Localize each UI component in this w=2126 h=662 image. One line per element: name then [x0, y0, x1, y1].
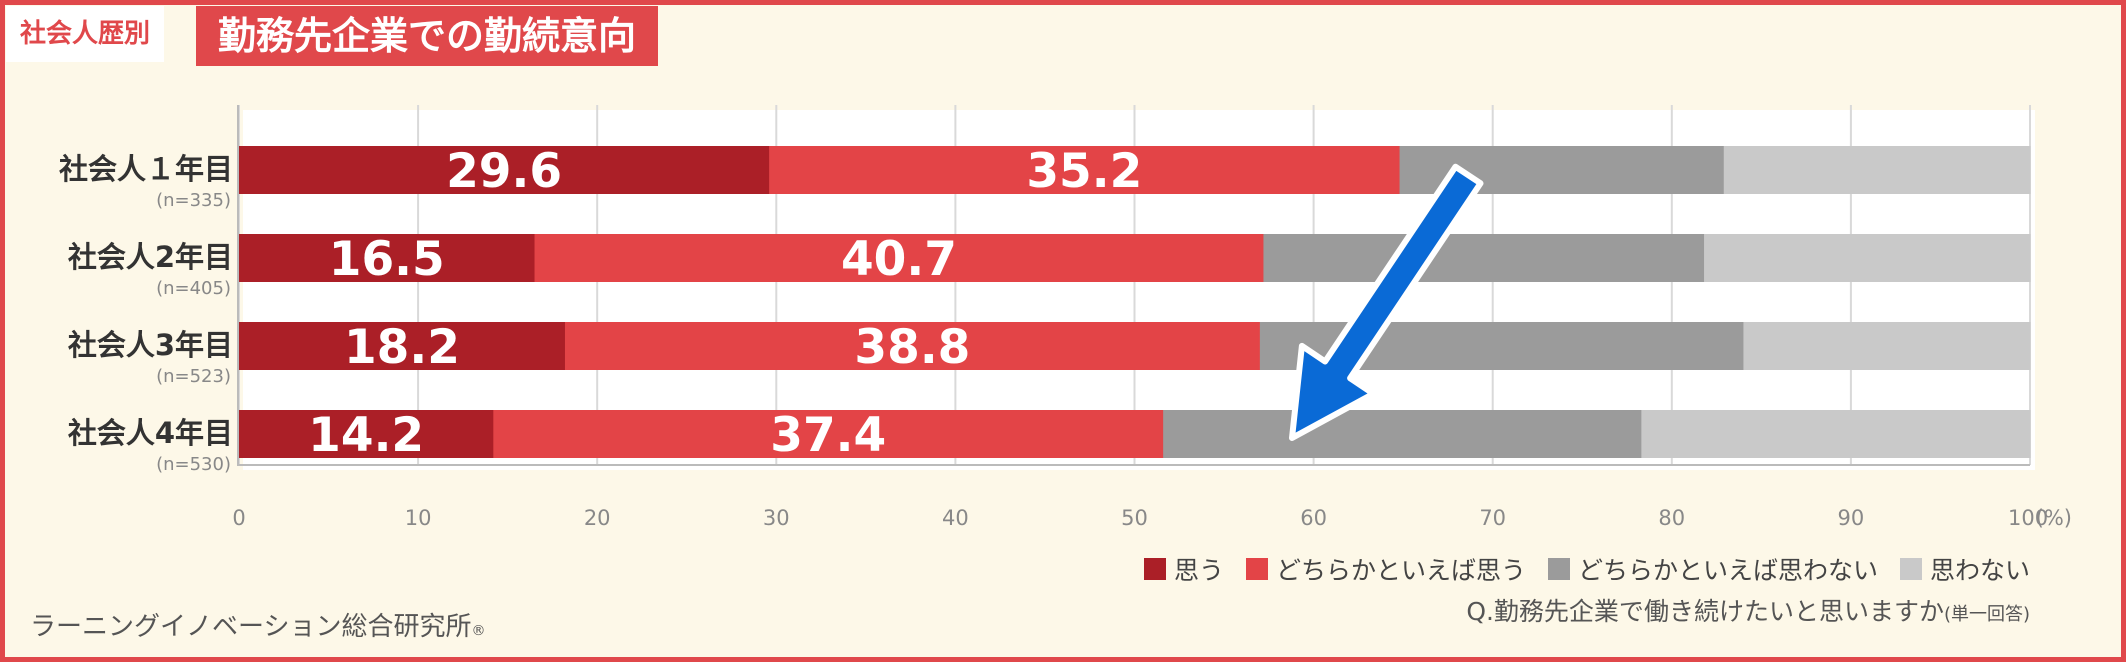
bar-segment-2-3 [1263, 234, 1705, 282]
sample-size-3: (n=523) [156, 366, 231, 387]
legend-swatch [1143, 558, 1166, 580]
bar-segment-2-2 [534, 234, 1264, 282]
bar-segment-1-2 [769, 146, 1401, 194]
data-label-3-2: 38.8 [854, 320, 970, 375]
survey-question: Q.勤務先企業で働き続けたいと思いますか(単一回答) [1466, 592, 2030, 628]
x-tick-label-40: 40 [942, 506, 969, 530]
credit-text: ラーニングイノベーション総合研究所 [30, 612, 472, 642]
bar-segment-4-1 [239, 410, 494, 458]
data-label-4-1: 14.2 [308, 408, 424, 463]
sample-size-4: (n=530) [156, 454, 231, 475]
data-label-3-1: 18.2 [344, 320, 460, 375]
category-label-3: 社会人3年目 [67, 328, 233, 362]
survey-question-note: (単一回答) [1943, 604, 2030, 625]
legend-label: どちらかといえば思う [1275, 556, 1526, 585]
bar-segment-4-2 [493, 410, 1164, 458]
legend-label: 思わない [1929, 556, 2030, 585]
bar-segment-4-4 [1641, 410, 2031, 458]
category-tag: 社会人歴別 [6, 6, 165, 62]
x-tick-label-100: 100 [2008, 506, 2049, 530]
legend-label: 思う [1173, 556, 1224, 585]
data-label-1-1: 29.6 [446, 144, 562, 199]
x-tick-label-50: 50 [1121, 506, 1148, 530]
x-tick-label-20: 20 [583, 506, 611, 530]
data-label-2-1: 16.5 [329, 232, 445, 287]
category-label-2: 社会人2年目 [67, 240, 233, 274]
legend-item-4: 思わない [1899, 551, 2030, 587]
credit: ラーニングイノベーション総合研究所® [30, 606, 485, 643]
legend-item-1: 思う [1143, 551, 1224, 587]
x-tick-label-30: 30 [762, 506, 790, 530]
legend-swatch [1899, 558, 1922, 580]
chart-title: 勤務先企業での勤続意向 [196, 6, 659, 66]
data-label-2-2: 40.7 [841, 232, 957, 287]
bar-segment-3-1 [239, 322, 566, 370]
data-label-1-2: 35.2 [1026, 144, 1142, 199]
legend: 思う どちらかといえば思う どちらかといえば思わない 思わない [1143, 551, 2030, 587]
trend-arrow-shape [1289, 163, 1484, 441]
sample-size-2: (n=405) [156, 278, 231, 299]
sample-size-1: (n=335) [156, 190, 231, 211]
category-label-4: 社会人4年目 [67, 416, 233, 450]
bar-segment-1-4 [1723, 146, 2031, 194]
legend-item-3: どちらかといえば思わない [1547, 551, 1878, 587]
x-axis-unit: (%) [2035, 506, 2072, 530]
bar-segment-2-1 [239, 234, 536, 282]
trend-arrow-icon [1289, 163, 1484, 441]
bar-segment-4-3 [1163, 410, 1642, 458]
bar-segment-2-4 [1704, 234, 2031, 282]
bar-segment-3-2 [564, 322, 1261, 370]
x-tick-label-70: 70 [1479, 506, 1507, 530]
x-tick-label-10: 10 [404, 506, 432, 530]
legend-label: どちらかといえば思わない [1577, 556, 1878, 585]
legend-item-2: どちらかといえば思う [1245, 551, 1526, 587]
x-tick-label-0: 0 [232, 506, 246, 530]
bar-segment-1-1 [239, 146, 770, 194]
x-tick-label-80: 80 [1658, 506, 1686, 530]
survey-question-text: Q.勤務先企業で働き続けたいと思いますか [1466, 597, 1944, 626]
registered-mark: ® [471, 623, 486, 639]
bar-segment-3-4 [1743, 322, 2031, 370]
category-label-1: 社会人１年目 [58, 152, 233, 186]
x-tick-label-60: 60 [1300, 506, 1327, 530]
legend-swatch [1245, 558, 1268, 580]
x-tick-label-90: 90 [1837, 506, 1865, 530]
legend-swatch [1547, 558, 1570, 580]
data-label-4-2: 37.4 [770, 408, 886, 463]
